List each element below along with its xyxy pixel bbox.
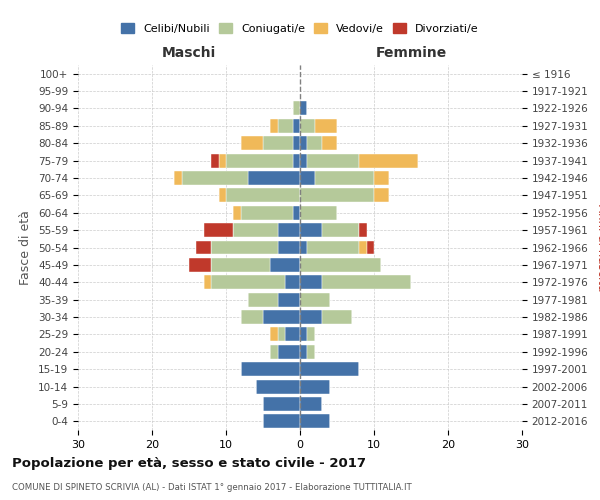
Bar bbox=[256, 380, 300, 394]
Bar bbox=[293, 119, 300, 133]
Y-axis label: Anni di nascita: Anni di nascita bbox=[595, 204, 600, 291]
Bar bbox=[300, 102, 307, 116]
Bar bbox=[271, 119, 278, 133]
Bar bbox=[359, 240, 367, 254]
Bar bbox=[248, 292, 278, 306]
Bar bbox=[271, 258, 300, 272]
Bar bbox=[300, 258, 382, 272]
Bar bbox=[263, 136, 293, 150]
Bar bbox=[233, 223, 278, 237]
Bar bbox=[182, 171, 248, 185]
Text: Popolazione per età, sesso e stato civile - 2017: Popolazione per età, sesso e stato civil… bbox=[12, 458, 366, 470]
Bar bbox=[204, 276, 211, 289]
Bar bbox=[322, 136, 337, 150]
Bar bbox=[241, 362, 300, 376]
Bar bbox=[233, 206, 241, 220]
Bar bbox=[315, 119, 337, 133]
Bar bbox=[307, 328, 315, 342]
Bar bbox=[359, 223, 367, 237]
Bar bbox=[300, 240, 307, 254]
Bar bbox=[241, 136, 263, 150]
Bar bbox=[300, 276, 322, 289]
Bar bbox=[300, 119, 315, 133]
Bar bbox=[241, 206, 293, 220]
Bar bbox=[322, 276, 411, 289]
Bar bbox=[300, 171, 315, 185]
Bar bbox=[278, 345, 300, 358]
Bar bbox=[271, 328, 278, 342]
Bar bbox=[300, 362, 359, 376]
Bar bbox=[263, 397, 300, 411]
Bar bbox=[374, 188, 389, 202]
Y-axis label: Fasce di età: Fasce di età bbox=[19, 210, 32, 285]
Bar bbox=[204, 223, 233, 237]
Bar bbox=[211, 276, 285, 289]
Bar bbox=[315, 171, 374, 185]
Bar bbox=[218, 188, 226, 202]
Bar bbox=[189, 258, 211, 272]
Bar bbox=[278, 292, 300, 306]
Bar bbox=[285, 276, 300, 289]
Bar bbox=[359, 154, 418, 168]
Bar bbox=[174, 171, 182, 185]
Bar bbox=[241, 310, 263, 324]
Bar bbox=[285, 328, 300, 342]
Bar bbox=[226, 154, 293, 168]
Text: Femmine: Femmine bbox=[376, 46, 446, 60]
Bar bbox=[300, 345, 307, 358]
Text: COMUNE DI SPINETO SCRIVIA (AL) - Dati ISTAT 1° gennaio 2017 - Elaborazione TUTTI: COMUNE DI SPINETO SCRIVIA (AL) - Dati IS… bbox=[12, 482, 412, 492]
Bar bbox=[278, 119, 293, 133]
Bar bbox=[300, 414, 329, 428]
Bar bbox=[263, 310, 300, 324]
Bar bbox=[322, 223, 359, 237]
Bar bbox=[293, 154, 300, 168]
Bar bbox=[218, 154, 226, 168]
Text: Maschi: Maschi bbox=[162, 46, 216, 60]
Bar bbox=[300, 292, 329, 306]
Bar bbox=[300, 136, 307, 150]
Bar bbox=[322, 310, 352, 324]
Bar bbox=[278, 240, 300, 254]
Legend: Celibi/Nubili, Coniugati/e, Vedovi/e, Divorziati/e: Celibi/Nubili, Coniugati/e, Vedovi/e, Di… bbox=[118, 20, 482, 37]
Bar bbox=[307, 154, 359, 168]
Bar bbox=[293, 206, 300, 220]
Bar bbox=[248, 171, 300, 185]
Bar bbox=[300, 328, 307, 342]
Bar bbox=[367, 240, 374, 254]
Bar bbox=[196, 240, 211, 254]
Bar bbox=[211, 240, 278, 254]
Bar bbox=[211, 258, 271, 272]
Bar bbox=[300, 310, 322, 324]
Bar bbox=[293, 102, 300, 116]
Bar bbox=[226, 188, 300, 202]
Bar bbox=[271, 345, 278, 358]
Bar bbox=[374, 171, 389, 185]
Bar bbox=[278, 223, 300, 237]
Bar bbox=[300, 154, 307, 168]
Bar bbox=[278, 328, 285, 342]
Bar bbox=[307, 345, 315, 358]
Bar bbox=[211, 154, 218, 168]
Bar bbox=[300, 380, 329, 394]
Bar bbox=[300, 188, 374, 202]
Bar bbox=[293, 136, 300, 150]
Bar bbox=[307, 240, 359, 254]
Bar bbox=[300, 397, 322, 411]
Bar bbox=[300, 223, 322, 237]
Bar bbox=[300, 206, 337, 220]
Bar bbox=[307, 136, 322, 150]
Bar bbox=[263, 414, 300, 428]
